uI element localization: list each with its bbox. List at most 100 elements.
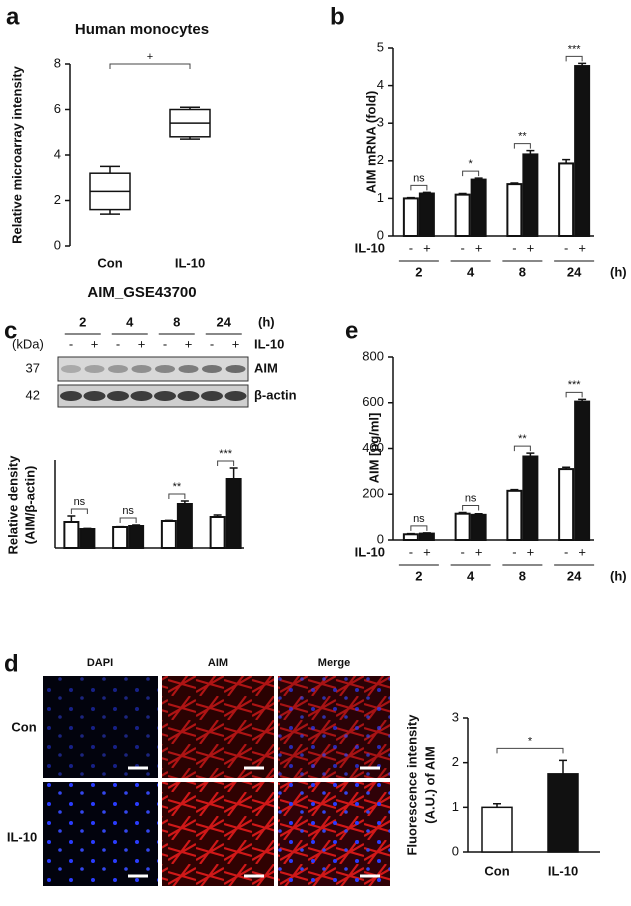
error-bar xyxy=(474,177,483,180)
sign-label: + xyxy=(475,240,483,255)
band xyxy=(107,391,129,401)
sig-bracket xyxy=(217,460,235,466)
y-axis-label: Fluorescence intensity xyxy=(404,714,419,856)
y-tick-label: 2 xyxy=(377,152,384,167)
sig-label: *** xyxy=(568,379,582,391)
y-tick-label: 0 xyxy=(377,531,384,546)
kda-label: (kDa) xyxy=(12,336,44,351)
treatment-label: IL-10 xyxy=(254,336,284,351)
group-label: 24 xyxy=(567,264,582,279)
bar xyxy=(112,526,129,549)
y-axis-label: Relative microarray intensity xyxy=(9,65,24,244)
y-tick-label: 4 xyxy=(377,77,384,92)
chart-title: Human monocytes xyxy=(75,21,209,38)
sign-label: + xyxy=(423,544,431,559)
bar xyxy=(402,533,419,541)
y-tick-label: 600 xyxy=(362,394,384,409)
sig-label: ns xyxy=(413,513,425,525)
error-bar xyxy=(562,158,571,164)
y-tick-label: 800 xyxy=(362,348,384,363)
error-bar xyxy=(562,466,571,470)
treatment-label: IL-10 xyxy=(355,240,385,255)
band xyxy=(224,391,247,401)
bar xyxy=(176,503,193,549)
micrograph xyxy=(278,676,390,778)
sign-label: - xyxy=(564,240,568,255)
y-tick-label: 2 xyxy=(452,754,459,769)
sig-bracket xyxy=(70,508,88,514)
bar xyxy=(418,192,435,237)
kda: 37 xyxy=(26,360,40,375)
sig-label: ns xyxy=(465,492,477,504)
sig-label: ** xyxy=(173,481,182,493)
bar xyxy=(402,197,419,237)
band xyxy=(202,365,222,373)
sign-label: + xyxy=(578,544,586,559)
sig-label: ** xyxy=(518,433,527,445)
band xyxy=(83,391,106,401)
sig-label: *** xyxy=(568,43,582,55)
row-label: IL-10 xyxy=(7,829,37,844)
panel-label: c xyxy=(4,317,17,344)
bar xyxy=(225,478,242,549)
micrograph xyxy=(43,676,158,778)
y-tick-label: 1 xyxy=(452,799,459,814)
sig-bracket xyxy=(410,525,428,531)
bar xyxy=(470,513,487,542)
y-axis-label: Relative density xyxy=(5,455,20,555)
error-bar xyxy=(559,759,567,774)
scale-bars xyxy=(128,766,380,878)
sign-label: + xyxy=(527,240,535,255)
band xyxy=(61,365,81,373)
band xyxy=(154,391,176,401)
sig-bracket xyxy=(513,445,531,452)
y-tick-label: 200 xyxy=(362,486,384,501)
sign-label: - xyxy=(460,544,464,559)
micrograph xyxy=(278,782,390,886)
panel-label: b xyxy=(330,3,345,30)
treatment-label: IL-10 xyxy=(355,544,385,559)
group-label: 2 xyxy=(415,568,422,583)
y-tick-label: 3 xyxy=(452,709,459,724)
micrograph xyxy=(162,782,274,886)
band-name: β-actin xyxy=(254,387,297,402)
sig-label: ** xyxy=(518,131,527,143)
bar xyxy=(160,520,177,549)
band xyxy=(178,365,199,373)
error-bar xyxy=(458,192,467,195)
y-tick-label: 1 xyxy=(377,190,384,205)
y-tick-label: 0 xyxy=(377,227,384,242)
panel-label: e xyxy=(345,317,358,344)
sign-label: - xyxy=(163,336,167,351)
sign-label: + xyxy=(578,240,586,255)
bar xyxy=(522,455,539,542)
error-bar xyxy=(213,514,222,517)
kda: 42 xyxy=(26,387,40,402)
sign-label: + xyxy=(475,544,483,559)
error-bar xyxy=(67,515,76,522)
band xyxy=(155,365,175,373)
bar xyxy=(522,153,539,238)
bar xyxy=(128,525,145,549)
bar xyxy=(558,162,575,238)
x-axis-label: AIM_GSE43700 xyxy=(87,284,196,301)
sign-label: + xyxy=(423,240,431,255)
error-bar xyxy=(493,803,501,808)
sig-label: * xyxy=(528,735,533,747)
sign-label: - xyxy=(409,544,413,559)
y-tick-label: 4 xyxy=(54,146,61,161)
bar xyxy=(470,178,487,238)
band xyxy=(225,365,246,373)
error-bar xyxy=(578,398,587,402)
time-label: 24 xyxy=(217,314,232,329)
column-label: DAPI xyxy=(87,657,113,669)
band xyxy=(108,365,128,373)
bar xyxy=(481,806,513,853)
micrograph xyxy=(43,782,158,886)
band xyxy=(201,391,223,401)
sig-label: ns xyxy=(74,496,86,508)
error-bar xyxy=(510,488,519,491)
sign-label: - xyxy=(409,240,413,255)
y-tick-label: 0 xyxy=(54,237,61,252)
bar xyxy=(418,532,435,541)
